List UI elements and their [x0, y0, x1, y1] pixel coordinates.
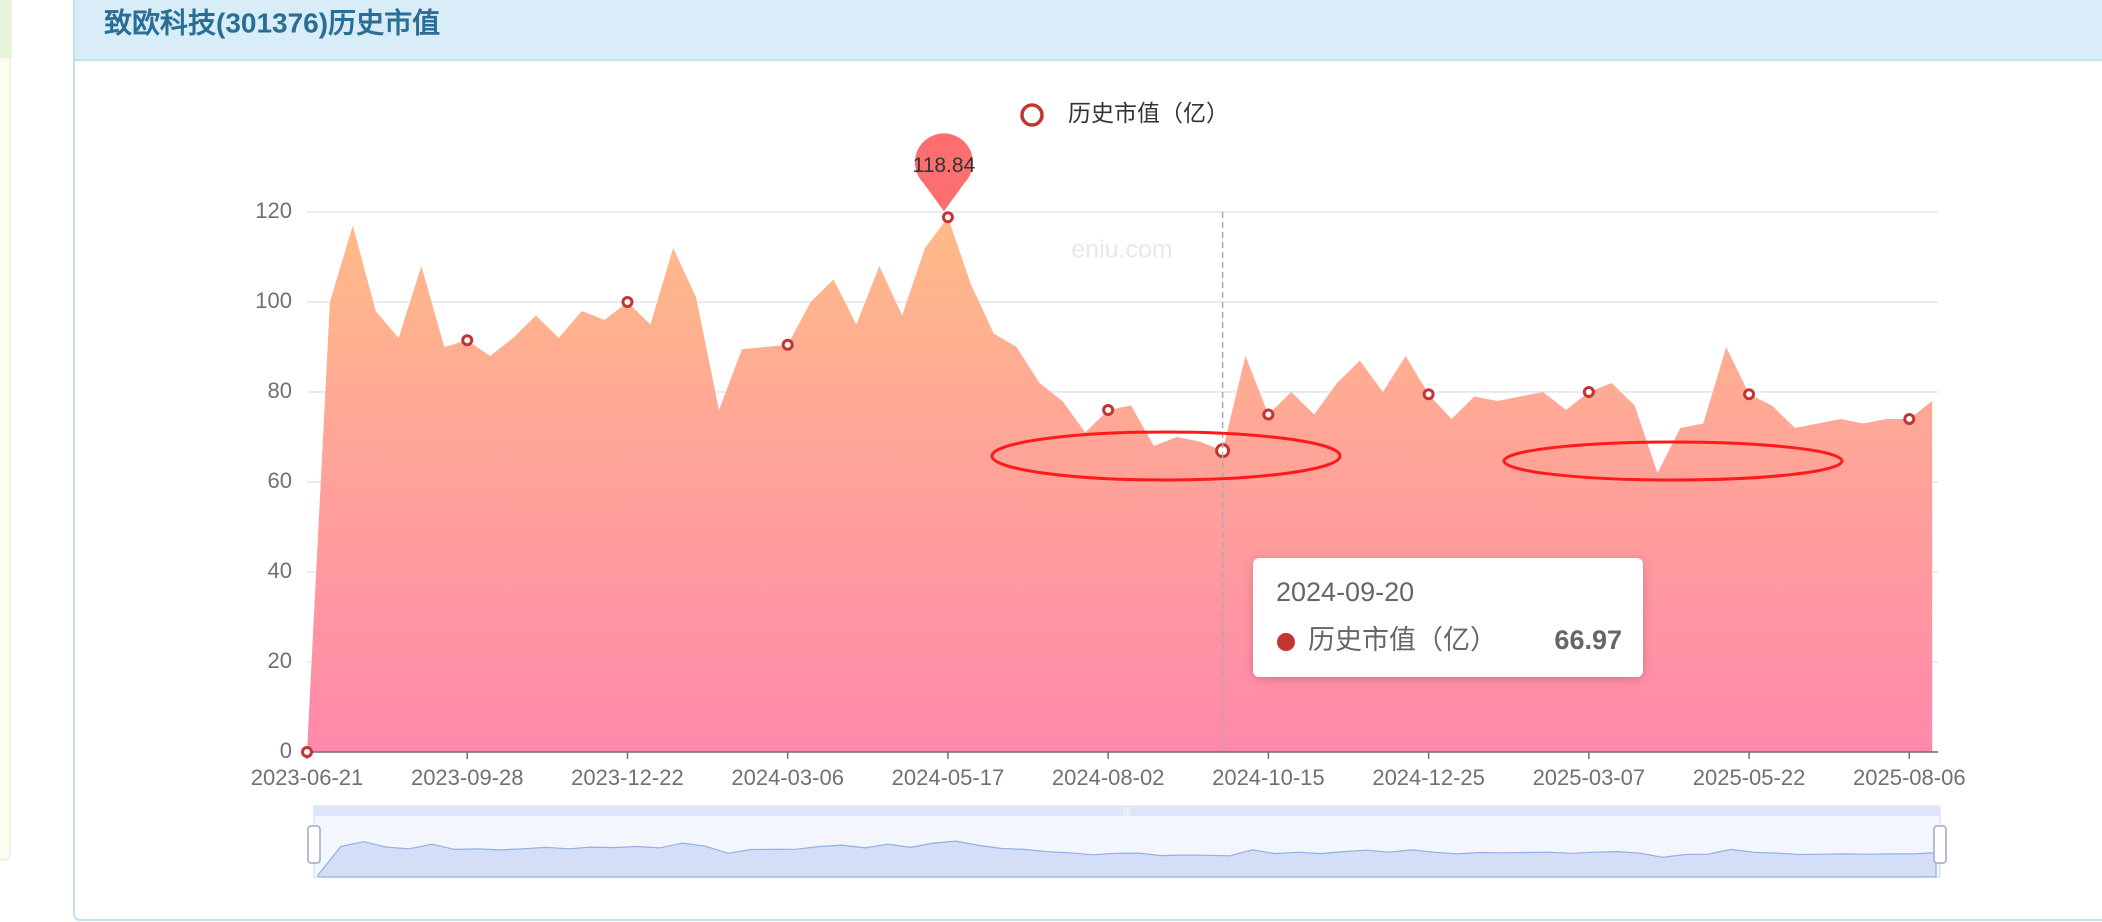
point: [1582, 386, 1595, 398]
watermark: eniu.com: [1071, 236, 1172, 264]
y-tick-label: 0: [280, 738, 292, 763]
slider-area: [317, 840, 1937, 878]
point: [1743, 388, 1756, 401]
annotation-ellipse: [1502, 440, 1844, 482]
point: [301, 746, 313, 758]
slider-grip: |||: [1123, 805, 1130, 815]
x-tick-label: 2024-10-15: [1212, 765, 1325, 790]
y-tick-label: 100: [255, 288, 292, 313]
slider-top-bar: [314, 806, 1940, 816]
point: [461, 334, 474, 347]
x-tick-label: 2025-05-22: [1693, 765, 1806, 790]
y-tick-label: 60: [268, 468, 292, 493]
x-tick-label: 2023-12-22: [571, 765, 684, 790]
x-tick-label: 2024-08-02: [1052, 765, 1165, 790]
plot: 历史市值（亿） eniu.com 0 20 40 60 80 100 120 2023-06-21…: [251, 100, 1966, 878]
tooltip-dot: [1277, 633, 1295, 651]
point: [1903, 413, 1916, 425]
point: [1422, 388, 1435, 401]
sidebar-header: [0, 0, 12, 58]
point: [1262, 408, 1275, 421]
panel-header: [75, 0, 2102, 60]
point: [941, 211, 954, 224]
y-tick-label: 120: [255, 198, 292, 223]
x-tick-label: 2023-09-28: [411, 765, 524, 790]
slider-handle[interactable]: [1933, 825, 1947, 864]
mark-pin: [914, 133, 973, 212]
annotation-ellipse: [990, 430, 1342, 482]
tooltip-value: 66.97: [1554, 625, 1622, 655]
x-tick-label: 2024-12-25: [1372, 765, 1485, 790]
point: [1102, 404, 1115, 416]
point: [621, 296, 634, 308]
legend-symbol: [1020, 103, 1044, 127]
x-tick-label: 2025-03-07: [1533, 765, 1646, 790]
y-tick-label: 40: [268, 558, 292, 583]
y-tick-label: 80: [268, 378, 292, 403]
legend-label: 历史市值（亿）: [1068, 100, 1229, 126]
point: [781, 338, 794, 351]
mark-label: 118.84: [913, 154, 976, 177]
tooltip-box: [1253, 558, 1643, 677]
x-tick-label: 2023-06-21: [251, 765, 364, 790]
tooltip: 2024-09-20 历史市值（亿） 66.97: [1253, 558, 1643, 677]
tooltip-date: 2024-09-20: [1276, 577, 1414, 607]
slider-handle[interactable]: [307, 825, 321, 864]
sidebar: [0, 0, 11, 861]
x-tick-label: 2025-08-06: [1853, 765, 1966, 790]
tooltip-name: 历史市值（亿）: [1308, 625, 1497, 655]
panel-title: 致欧科技(301376)历史市值: [104, 6, 440, 38]
y-tick-label: 20: [268, 648, 292, 673]
x-tick-label: 2024-03-06: [731, 765, 844, 790]
x-tick-label: 2024-05-17: [892, 765, 1005, 790]
